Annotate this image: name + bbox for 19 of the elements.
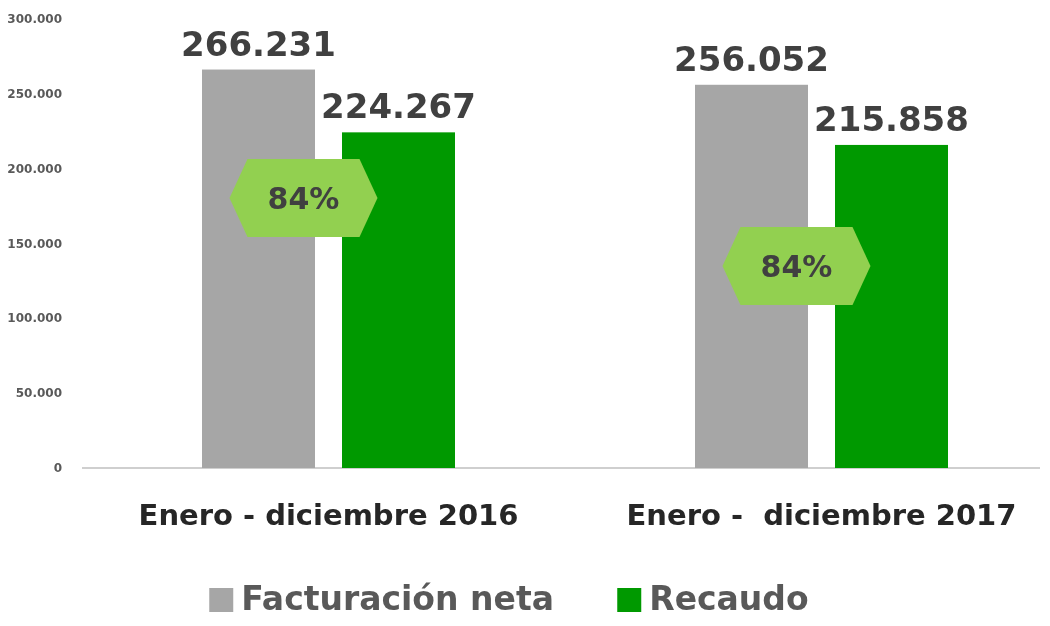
annotation: 84% [267, 181, 340, 216]
x-tick-label: Enero - diciembre 2017 [626, 498, 1017, 532]
bar [342, 132, 455, 468]
data-label: 266.231 [181, 23, 336, 64]
data-label: 224.267 [321, 86, 476, 127]
legend-label: Facturación neta [241, 579, 554, 618]
y-tick-label: 250.000 [7, 86, 62, 101]
x-tick-label: Enero - diciembre 2016 [138, 498, 519, 532]
annotation: 84% [760, 249, 833, 284]
bar [835, 144, 948, 468]
y-tick-label: 50.000 [15, 386, 62, 401]
y-tick-label: 300.000 [7, 12, 62, 26]
y-tick-label: 200.000 [7, 161, 62, 176]
data-label: 256.052 [674, 38, 829, 79]
y-tick-label: 100.000 [7, 311, 62, 326]
legend-label: Recaudo [649, 579, 809, 618]
data-label: 215.858 [814, 98, 969, 139]
y-tick-label: 150.000 [7, 236, 62, 251]
y-tick-label: 0 [53, 461, 62, 475]
